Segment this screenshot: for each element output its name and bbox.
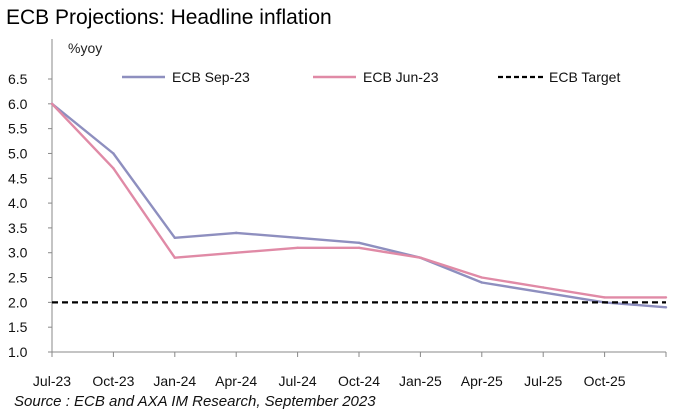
- y-tick-label: 2.0: [8, 294, 28, 310]
- x-tick-label: Jul-25: [524, 373, 562, 389]
- data-point: [357, 241, 361, 244]
- y-tick-label: 3.5: [8, 220, 28, 236]
- legend-label: ECB Target: [549, 69, 620, 85]
- x-tick-label: Jul-23: [33, 373, 71, 389]
- series-line-0: [51, 102, 667, 309]
- data-point: [664, 306, 668, 309]
- y-tick-label: 6.5: [8, 71, 28, 87]
- x-tick-label: Oct-23: [92, 373, 134, 389]
- data-point: [173, 256, 176, 259]
- data-point: [235, 251, 238, 254]
- x-tick-label: Oct-25: [584, 373, 626, 389]
- data-point: [235, 231, 238, 235]
- x-tick-label: Apr-25: [461, 373, 503, 389]
- x-tick-label: Jan-24: [153, 373, 196, 389]
- y-tick-label: 2.5: [8, 270, 28, 286]
- data-point: [664, 296, 668, 299]
- x-tick-label: Jul-24: [279, 373, 317, 389]
- data-point: [296, 236, 299, 240]
- x-tick-label: Apr-24: [215, 373, 257, 389]
- data-point: [112, 167, 115, 170]
- data-point: [112, 152, 115, 155]
- y-tick-label: 4.5: [8, 170, 28, 186]
- data-point: [480, 281, 483, 284]
- y-tick-label: 1.0: [8, 344, 28, 360]
- y-tick-label: 5.5: [8, 121, 28, 137]
- data-point: [542, 291, 545, 294]
- data-point: [603, 296, 606, 299]
- data-point: [357, 246, 361, 249]
- data-point: [419, 256, 422, 259]
- y-tick-label: 1.5: [8, 319, 28, 335]
- legend-label: ECB Jun-23: [363, 69, 439, 85]
- data-point: [50, 102, 54, 106]
- data-point: [480, 276, 483, 279]
- x-tick-label: Oct-24: [338, 373, 380, 389]
- y-tick-label: 3.0: [8, 245, 28, 261]
- series-line-1: [51, 102, 666, 299]
- legend-label: ECB Sep-23: [172, 69, 250, 85]
- chart-title: ECB Projections: Headline inflation: [6, 6, 332, 29]
- data-point: [542, 286, 545, 289]
- y-tick-label: 5.0: [8, 145, 28, 161]
- y-tick-label: 6.0: [8, 96, 28, 112]
- source-note: Source : ECB and AXA IM Research, Septem…: [14, 393, 376, 410]
- y-axis-unit-label: %yoy: [68, 40, 103, 56]
- y-tick-label: 4.0: [8, 195, 28, 211]
- x-tick-label: Jan-25: [399, 373, 442, 389]
- data-point: [173, 236, 176, 240]
- data-point: [296, 246, 299, 249]
